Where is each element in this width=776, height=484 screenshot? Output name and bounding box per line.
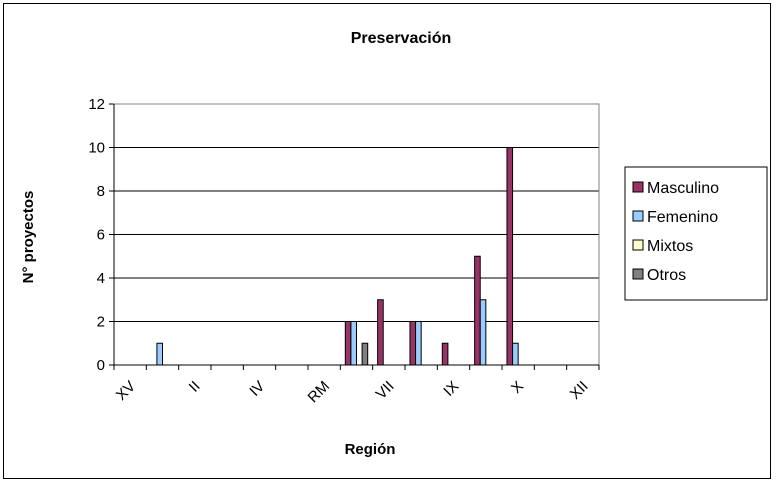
- bar-masculino-vii: [377, 299, 384, 366]
- bar-femenino-viii: [415, 321, 422, 366]
- x-tick-label: IV: [246, 378, 268, 400]
- bar-femenino-xiv: [479, 299, 487, 366]
- chart-title: Preservación: [351, 30, 452, 47]
- bar-masculino-ix: [441, 342, 449, 366]
- y-tick-label: 8: [97, 183, 105, 200]
- bar-femenino-x: [512, 342, 519, 366]
- y-tick-label: 0: [97, 357, 105, 374]
- chart-frame: Preservación N° proyectos Región 0 2 4 6 8 10…: [3, 3, 771, 479]
- y-axis-label: N° proyectos: [20, 191, 37, 284]
- bar-masculino-vi: [344, 321, 352, 366]
- bar-femenino-i: [156, 342, 163, 366]
- legend-swatch-masculino: [632, 181, 644, 193]
- legend-label-otros: Otros: [647, 267, 686, 284]
- plot-area: 0 2 4 6 8 10 12 XV II IV RM VII IX X XII: [88, 96, 600, 407]
- bar-otros-vi: [361, 342, 369, 366]
- bar-masculino-xiv: [474, 255, 481, 366]
- x-tick-label: RM: [305, 378, 334, 407]
- x-tick-label: IX: [440, 378, 462, 400]
- legend: Masculino Femenino Mixtos Otros: [624, 166, 768, 301]
- legend-label-mixtos: Mixtos: [647, 238, 693, 255]
- y-tick-label: 10: [88, 140, 105, 157]
- x-tick-label: XV: [113, 378, 139, 404]
- bar-masculino-x: [506, 147, 514, 366]
- bar-masculino-viii: [409, 321, 417, 366]
- legend-label-femenino: Femenino: [647, 209, 718, 226]
- x-tick-label: VII: [373, 378, 398, 403]
- x-tick-label: X: [508, 378, 527, 397]
- y-tick-label: 6: [97, 227, 105, 244]
- legend-swatch-otros: [632, 268, 644, 280]
- legend-label-masculino: Masculino: [647, 180, 719, 197]
- x-axis-label: Región: [345, 441, 396, 458]
- y-tick-label: 2: [97, 314, 105, 331]
- legend-swatch-femenino: [632, 210, 644, 222]
- bar-chart: Preservación N° proyectos Región 0 2 4 6 8 10…: [20, 30, 768, 458]
- x-tick-label: II: [186, 378, 204, 396]
- legend-box: [624, 166, 768, 301]
- legend-swatch-mixtos: [632, 239, 644, 251]
- x-tick-label: XII: [567, 378, 592, 403]
- y-tick-label: 12: [88, 96, 105, 113]
- y-tick-label: 4: [97, 270, 105, 287]
- bar-femenino-vi: [350, 321, 357, 366]
